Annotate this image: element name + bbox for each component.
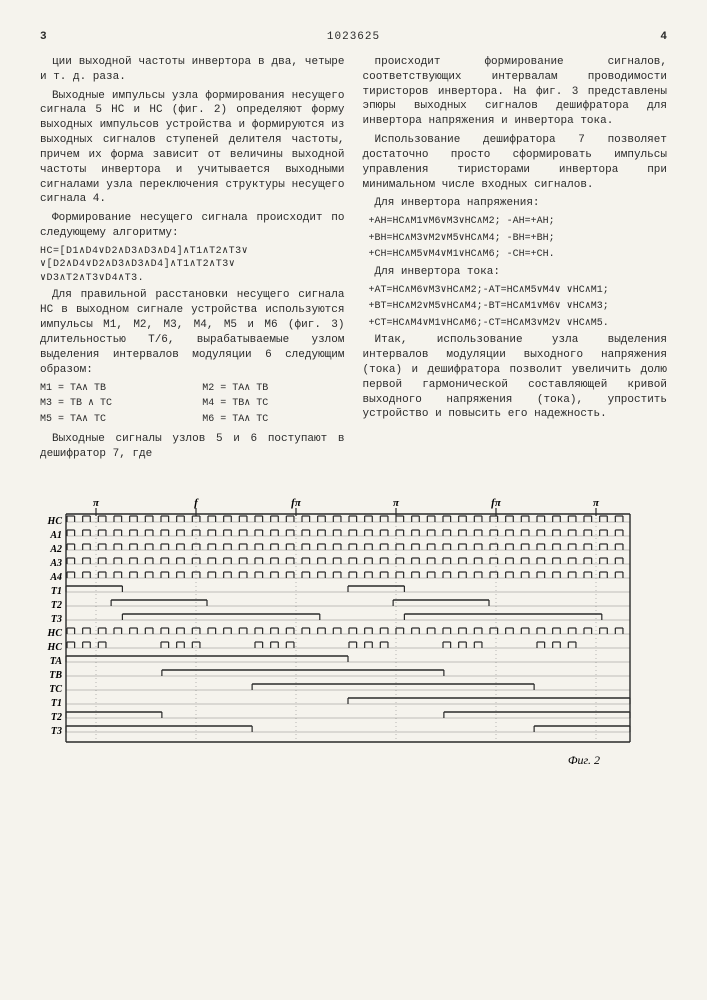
- svg-text:ТА: ТА: [50, 656, 62, 667]
- right-column: происходит формирование сигналов, соотве…: [363, 55, 668, 466]
- svg-text:А4: А4: [49, 572, 62, 583]
- svg-text:fπ: fπ: [491, 497, 502, 509]
- paragraph: Для правильной расстановки несущего сигн…: [40, 288, 345, 377]
- eq-m5: M5 = TA∧ TC: [40, 413, 182, 427]
- eq-m1: M1 = TA∧ TB: [40, 382, 182, 396]
- svg-text:Т2: Т2: [51, 600, 62, 611]
- svg-text:Т3: Т3: [51, 614, 62, 625]
- svg-text:Т1: Т1: [51, 698, 62, 709]
- formula: +СТ=НС∧М4∨М1∨НС∧М6;-СТ=НС∧М3∨М2∨ ∨НС∧М5.: [369, 317, 668, 331]
- svg-text:ТС: ТС: [49, 684, 62, 695]
- subheading: Для инвертора тока:: [363, 265, 668, 280]
- svg-text:π: π: [393, 497, 400, 509]
- svg-text:Т2: Т2: [51, 712, 62, 723]
- paragraph: Выходные импульсы узла формирования несу…: [40, 89, 345, 208]
- paragraph: Выходные сигналы узлов 5 и 6 поступают в…: [40, 432, 345, 462]
- svg-text:А2: А2: [49, 544, 62, 555]
- page-number-right: 4: [660, 30, 667, 45]
- svg-text:π: π: [593, 497, 600, 509]
- formula: НС=[D1∧D4∨D2∧D3∧D3∧D4]∧T1∧T2∧T3∨ ∨[D2∧D4…: [40, 245, 345, 286]
- svg-text:НС: НС: [47, 642, 63, 653]
- page-number-left: 3: [40, 30, 47, 45]
- m-equations-table: M1 = TA∧ TB M2 = TA∧ TB M3 = TB ∧ TC M4 …: [40, 382, 345, 427]
- text-columns: ции выходной частоты инвертора в два, че…: [40, 55, 667, 466]
- paragraph: ции выходной частоты инвертора в два, че…: [40, 55, 345, 85]
- eq-m2: M2 = TA∧ TB: [202, 382, 344, 396]
- formula: +ВТ=НС∧М2∨М5∨НС∧М4;-ВТ=НС∧М1∨М6∨ ∨НС∧М3;: [369, 300, 668, 314]
- formula: +АН=НС∧М1∨М6∨М3∨НС∧М2; -АН=+АН;: [369, 215, 668, 229]
- svg-text:π: π: [93, 497, 100, 509]
- formula: +ВН=НС∧М3∨М2∨М5∨НС∧М4; -ВН=+ВН;: [369, 232, 668, 246]
- subheading: Для инвертора напряжения:: [363, 196, 668, 211]
- svg-text:f: f: [194, 497, 199, 509]
- svg-text:А1: А1: [49, 530, 62, 541]
- timing-diagram: π f fπ π fπ π НС А1 А2 А3 А4 Т1 Т2 Т3 НС НС ТА ТВ ТС Т1 Т2 Т3…: [40, 496, 667, 816]
- svg-text:Фиг. 2: Фиг. 2: [568, 753, 600, 767]
- svg-text:Т3: Т3: [51, 726, 62, 737]
- paragraph: Формирование несущего сигнала происходит…: [40, 211, 345, 241]
- eq-m3: M3 = TB ∧ TC: [40, 397, 182, 411]
- formula: +АТ=НС∧М6∨М3∨НС∧М2;-АТ=НС∧М5∨М4∨ ∨НС∧М1;: [369, 284, 668, 298]
- paragraph: Использование дешифратора 7 позволяет до…: [363, 133, 668, 192]
- svg-text:НС: НС: [47, 516, 63, 527]
- paragraph: происходит формирование сигналов, соотве…: [363, 55, 668, 129]
- paragraph: Итак, использование узла выделения интер…: [363, 333, 668, 422]
- eq-m6: M6 = TA∧ TC: [202, 413, 344, 427]
- formula: +СН=НС∧М5∨М4∨М1∨НС∧М6; -СН=+СН.: [369, 248, 668, 262]
- document-number: 1023625: [327, 30, 380, 45]
- svg-text:Т1: Т1: [51, 586, 62, 597]
- eq-m4: M4 = TB∧ TC: [202, 397, 344, 411]
- left-column: ции выходной частоты инвертора в два, че…: [40, 55, 345, 466]
- svg-text:ТВ: ТВ: [49, 670, 62, 681]
- svg-text:fπ: fπ: [291, 497, 302, 509]
- svg-text:НС: НС: [47, 628, 63, 639]
- svg-text:А3: А3: [49, 558, 62, 569]
- timing-svg: π f fπ π fπ π НС А1 А2 А3 А4 Т1 Т2 Т3 НС НС ТА ТВ ТС Т1 Т2 Т3…: [40, 496, 640, 816]
- page-header: 3 1023625 4: [40, 30, 667, 45]
